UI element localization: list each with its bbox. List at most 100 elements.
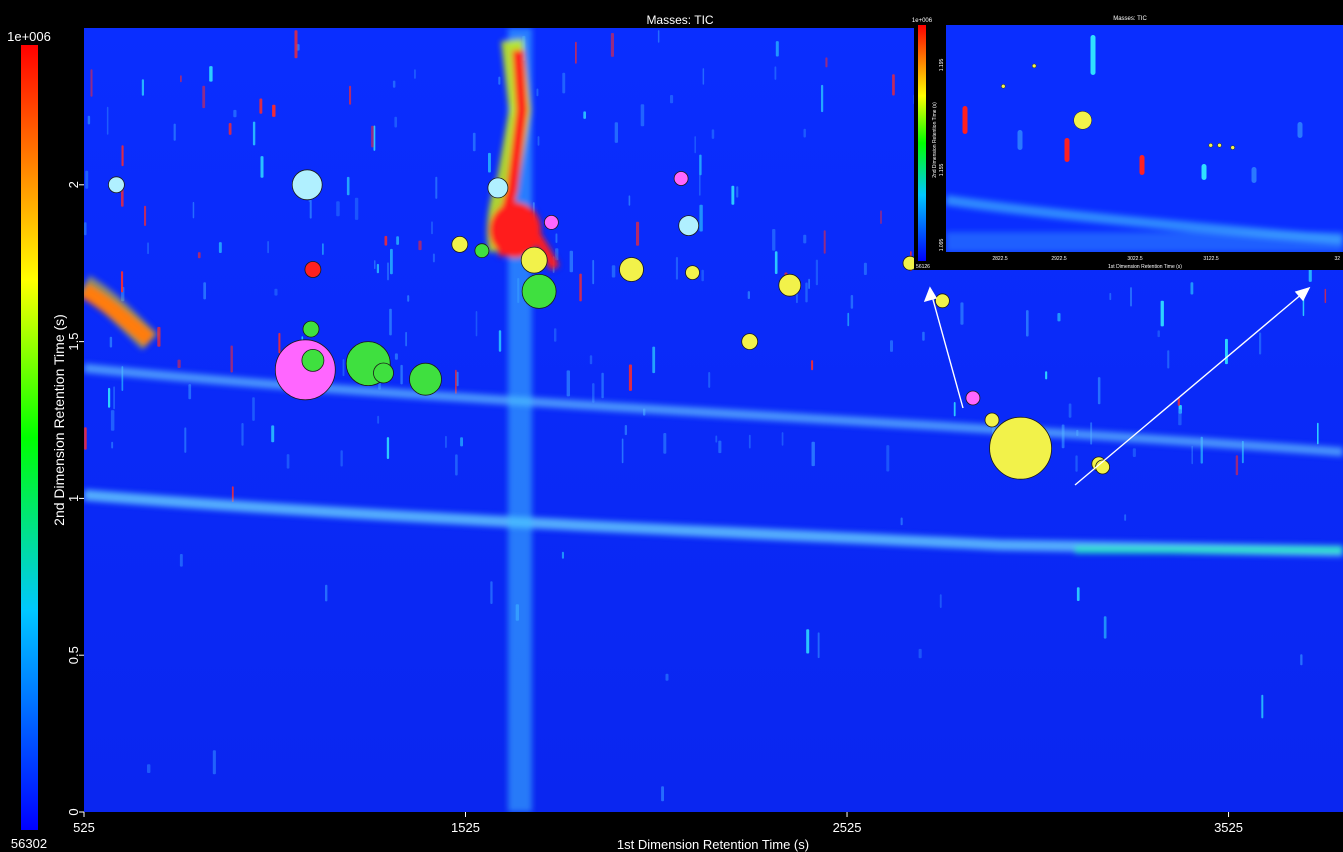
streak (84, 427, 87, 450)
streak (1190, 282, 1194, 295)
inset-bubble (1217, 143, 1222, 148)
inset-x-tick-label: 3122.5 (1203, 256, 1219, 262)
streak (177, 359, 181, 368)
streak (805, 282, 808, 303)
bubble-yellow (935, 293, 950, 309)
streak (490, 581, 493, 604)
streak (815, 259, 818, 286)
streak (1076, 587, 1080, 601)
bubble-yellow (520, 246, 548, 274)
streak (661, 786, 664, 802)
streak (400, 364, 403, 385)
band-upper (84, 363, 1343, 457)
streak (340, 450, 343, 467)
bubble-light-blue (487, 177, 509, 199)
streak (555, 233, 558, 243)
streak (294, 30, 298, 59)
streak (561, 551, 564, 559)
streak (1317, 422, 1319, 445)
bubble-magenta (274, 339, 336, 401)
streak (774, 251, 778, 274)
streak (384, 235, 388, 246)
streak (455, 454, 458, 476)
streak (431, 221, 433, 235)
streak (918, 648, 922, 659)
streak (1132, 448, 1136, 457)
streak (346, 176, 350, 196)
streak (498, 330, 502, 352)
streak (562, 72, 566, 94)
streak (823, 230, 826, 254)
streak (939, 594, 942, 608)
streak (718, 440, 722, 454)
arrow-head-left (923, 286, 938, 303)
streak (390, 248, 393, 275)
streak (880, 210, 882, 224)
inset-colorbar (918, 25, 926, 261)
arrow-head-right (1294, 286, 1311, 302)
colorbar-min-label: 56302 (11, 836, 47, 851)
streak (621, 438, 624, 464)
streak (173, 123, 176, 141)
streak (583, 111, 586, 119)
streak (349, 85, 352, 105)
streak (394, 116, 397, 128)
bubble-yellow (989, 416, 1052, 480)
streak (803, 234, 807, 244)
inset-streak (1090, 35, 1096, 75)
streak (113, 386, 115, 410)
streak (1124, 514, 1127, 521)
streak (592, 259, 595, 285)
streak (772, 229, 776, 251)
x-tick-label: 525 (73, 820, 95, 835)
streak (699, 174, 701, 196)
arrow-line-left (931, 295, 964, 409)
streak (252, 121, 256, 146)
streak (336, 201, 340, 217)
streak (817, 632, 820, 659)
streak (1160, 300, 1164, 327)
streak (922, 331, 925, 341)
inset-y-tick-label: 1.195 (939, 59, 945, 72)
streak (231, 486, 234, 503)
streak (233, 109, 237, 118)
streak (90, 69, 93, 97)
streak (309, 199, 312, 219)
inset-x-tick-label: 2922.5 (1051, 256, 1067, 262)
streak (569, 250, 573, 273)
streak (108, 387, 111, 408)
streak (202, 85, 206, 109)
streak (110, 410, 115, 431)
streak (392, 80, 396, 88)
streak (228, 123, 232, 135)
inset-streak (1017, 130, 1023, 150)
streak (960, 302, 964, 325)
streak (1191, 445, 1193, 465)
streak (121, 145, 124, 167)
streak (665, 673, 669, 681)
streak (218, 242, 222, 253)
y-ticks: 0 0.5 1 1.5 2 (66, 181, 84, 816)
bubble-yellow (451, 235, 469, 253)
inset-plot-background (946, 25, 1343, 252)
streak (781, 432, 784, 446)
streak (575, 41, 577, 64)
streak (377, 415, 380, 424)
inset-background (946, 195, 1343, 252)
streak (209, 66, 213, 82)
streak (272, 104, 276, 117)
streak (141, 79, 144, 96)
bubble-yellow (778, 273, 802, 297)
streak (708, 372, 711, 388)
streak (203, 282, 206, 300)
streak (636, 221, 640, 246)
streak (271, 425, 275, 443)
x-ticks: 525 1525 2525 3525 (73, 812, 1243, 835)
bubble-green (373, 362, 394, 384)
streak (611, 265, 616, 278)
streak (890, 340, 893, 352)
streak (396, 236, 399, 245)
chart-title: Masses: TIC (646, 13, 713, 27)
bubble-red (304, 261, 322, 278)
bubble-light-blue (108, 176, 125, 194)
